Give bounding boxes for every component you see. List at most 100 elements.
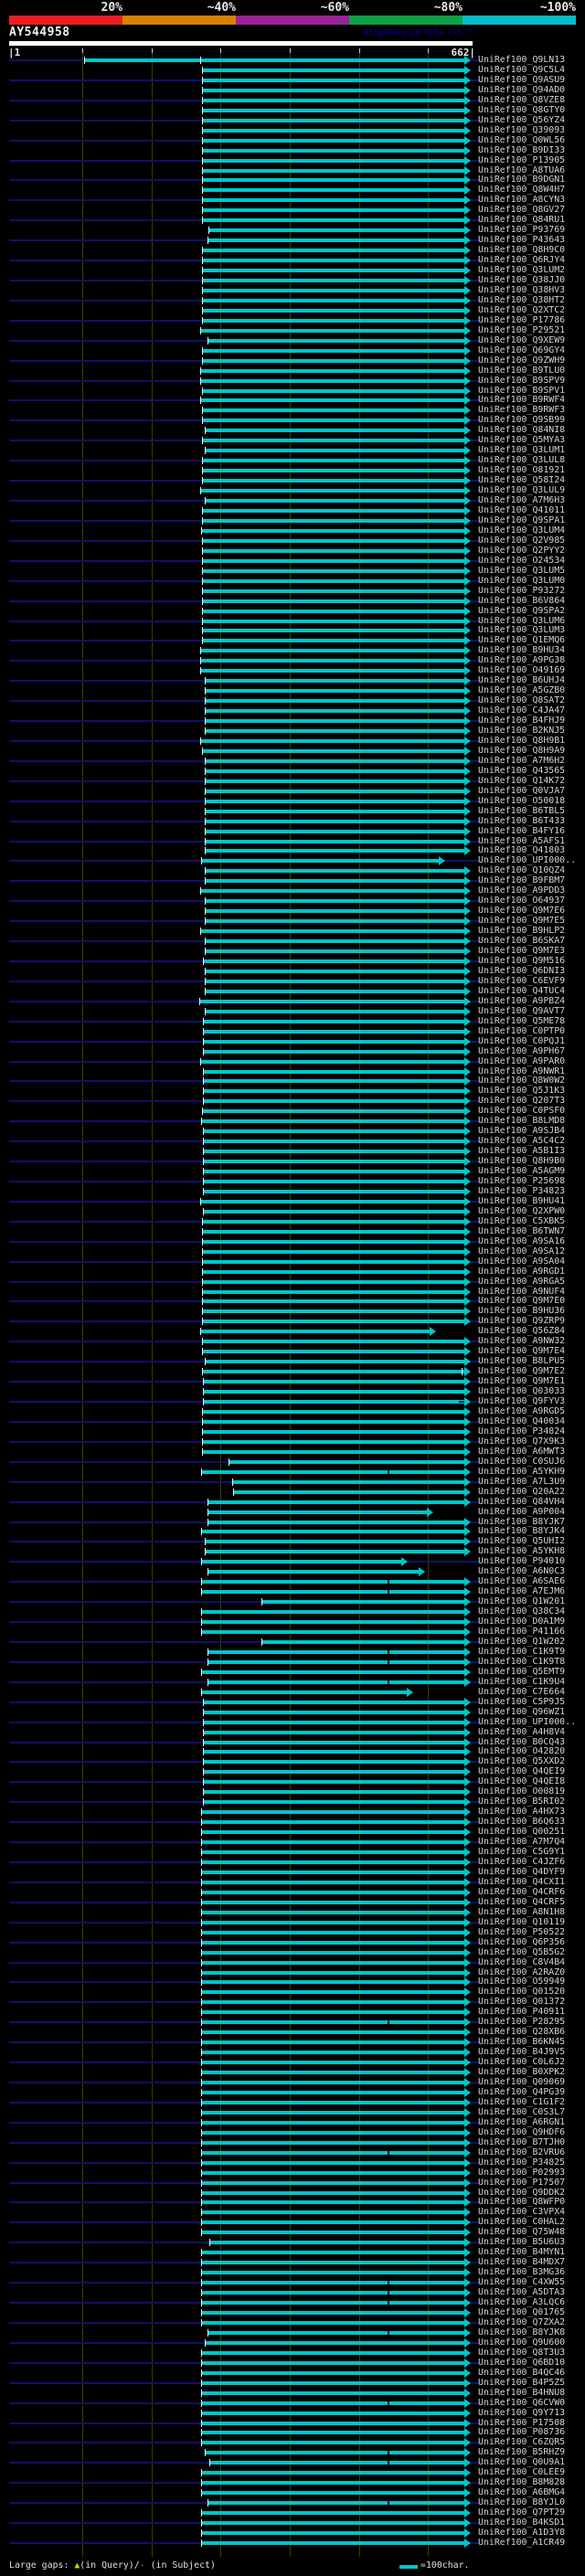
- hit-label[interactable]: UniRef100_B9SPV9: [478, 376, 566, 386]
- hit-label[interactable]: UniRef100_Q28XB6: [478, 2027, 566, 2037]
- hit-label[interactable]: UniRef100_O50018: [478, 796, 566, 806]
- hit-label[interactable]: UniRef100_O24534: [478, 556, 566, 566]
- hit-label[interactable]: UniRef100_Q43565: [478, 766, 566, 776]
- hit-label[interactable]: UniRef100_A6SAE6: [478, 1576, 566, 1586]
- hit-label[interactable]: UniRef100_Q9HDF6: [478, 2127, 566, 2137]
- hit-label[interactable]: UniRef100_O64937: [478, 896, 566, 906]
- hit-label[interactable]: UniRef100_Q8T3U3: [478, 2348, 566, 2358]
- hit-label[interactable]: UniRef100_C0SUJ6: [478, 1457, 566, 1467]
- hit-label[interactable]: UniRef100_Q03033: [478, 1386, 566, 1396]
- hit-label[interactable]: UniRef100_Q9SPA1: [478, 515, 566, 525]
- hit-label[interactable]: UniRef100_P41166: [478, 1627, 566, 1637]
- hit-label[interactable]: UniRef100_B9DI33: [478, 145, 566, 155]
- hit-label[interactable]: UniRef100_C3VPX4: [478, 2207, 566, 2217]
- hit-label[interactable]: UniRef100_Q9C5L4: [478, 65, 566, 75]
- hit-label[interactable]: UniRef100_A9RGA5: [478, 1277, 566, 1287]
- hit-label[interactable]: UniRef100_P17508: [478, 2418, 566, 2428]
- hit-label[interactable]: UniRef100_Q9M7E3: [478, 946, 566, 956]
- hit-label[interactable]: UniRef100_Q5XXD2: [478, 1756, 566, 1766]
- hit-label[interactable]: UniRef100_A9PG38: [478, 655, 566, 665]
- hit-label[interactable]: UniRef100_Q3LUM4: [478, 525, 566, 535]
- hit-label[interactable]: UniRef100_P34823: [478, 1186, 566, 1196]
- hit-label[interactable]: UniRef100_B6TWN7: [478, 1226, 566, 1236]
- hit-label[interactable]: UniRef100_B4MDX7: [478, 2257, 566, 2267]
- hit-label[interactable]: UniRef100_Q4QEI9: [478, 1766, 566, 1776]
- hit-label[interactable]: UniRef100_A9NW32: [478, 1336, 566, 1346]
- hit-label[interactable]: UniRef100_B6Q633: [478, 1817, 566, 1827]
- hit-label[interactable]: UniRef100_Q6CVW0: [478, 2398, 566, 2408]
- hit-label[interactable]: UniRef100_Q9XEW9: [478, 335, 566, 345]
- hit-label[interactable]: UniRef100_C1K9T9: [478, 1647, 566, 1657]
- hit-label[interactable]: UniRef100_C5G9Y1: [478, 1847, 566, 1857]
- hit-label[interactable]: UniRef100_B4J9V5: [478, 2047, 566, 2057]
- hit-label[interactable]: UniRef100_Q8GTY0: [478, 105, 566, 115]
- hit-label[interactable]: UniRef100_Q5J1K3: [478, 1086, 566, 1096]
- hit-label[interactable]: UniRef100_Q09069: [478, 2077, 566, 2087]
- hit-label[interactable]: UniRef100_B4P5Z5: [478, 2378, 566, 2388]
- hit-label[interactable]: UniRef100_Q7X9K3: [478, 1436, 566, 1447]
- hit-label[interactable]: UniRef100_A7EJM6: [478, 1586, 566, 1596]
- hit-label[interactable]: UniRef100_D0A1M9: [478, 1617, 566, 1627]
- hit-label[interactable]: UniRef100_A1CR49: [478, 2538, 566, 2548]
- hit-label[interactable]: UniRef100_B9TLU0: [478, 366, 566, 376]
- hit-label[interactable]: UniRef100_Q10QZ4: [478, 865, 566, 875]
- hit-label[interactable]: UniRef100_A9SA16: [478, 1236, 566, 1246]
- hit-label[interactable]: UniRef100_C4XW55: [478, 2277, 566, 2287]
- hit-label[interactable]: UniRef100_Q4QEI8: [478, 1776, 566, 1786]
- hit-label[interactable]: UniRef100_O42820: [478, 1746, 566, 1756]
- hit-label[interactable]: UniRef100_Q7ZXA2: [478, 2317, 566, 2327]
- hit-label[interactable]: UniRef100_B8LPU5: [478, 1356, 566, 1366]
- hit-label[interactable]: UniRef100_Q84VH4: [478, 1497, 566, 1507]
- hit-label[interactable]: UniRef100_P34825: [478, 2157, 566, 2168]
- hit-label[interactable]: UniRef100_Q4TUC4: [478, 986, 566, 996]
- hit-label[interactable]: UniRef100_P34824: [478, 1426, 566, 1436]
- hit-label[interactable]: UniRef100_A2RAZ0: [478, 1967, 566, 1977]
- hit-label[interactable]: UniRef100_P02993: [478, 2168, 566, 2178]
- hit-label[interactable]: UniRef100_Q6BD10: [478, 2358, 566, 2368]
- hit-label[interactable]: UniRef100_B6T433: [478, 816, 566, 826]
- hit-label[interactable]: UniRef100_B4FHJ9: [478, 716, 566, 726]
- hit-label[interactable]: UniRef100_Q8H9C0: [478, 245, 566, 255]
- hit-label[interactable]: UniRef100_B9HU34: [478, 645, 566, 655]
- hit-label[interactable]: UniRef100_Q4DYF9: [478, 1867, 566, 1877]
- hit-label[interactable]: UniRef100_B9FBM7: [478, 875, 566, 885]
- hit-label[interactable]: UniRef100_B6TBL5: [478, 806, 566, 816]
- hit-label[interactable]: UniRef100_Q9SB99: [478, 415, 566, 425]
- hit-label[interactable]: UniRef100_B6KN45: [478, 2037, 566, 2047]
- hit-label[interactable]: UniRef100_Q94AD0: [478, 85, 566, 95]
- hit-label[interactable]: UniRef100_Q2XTC2: [478, 305, 566, 315]
- hit-label[interactable]: UniRef100_B9HU36: [478, 1306, 566, 1316]
- hit-label[interactable]: UniRef100_B8YJL0: [478, 2497, 566, 2507]
- hit-label[interactable]: UniRef100_A5C4C2: [478, 1136, 566, 1146]
- hit-label[interactable]: UniRef100_C5XBK5: [478, 1216, 566, 1226]
- hit-label[interactable]: UniRef100_Q0U9A1: [478, 2457, 566, 2467]
- hit-label[interactable]: UniRef100_Q3LUL8: [478, 455, 566, 465]
- hit-label[interactable]: UniRef100_Q0WL56: [478, 135, 566, 145]
- hit-label[interactable]: UniRef100_B8YJK4: [478, 1526, 566, 1536]
- hit-label[interactable]: UniRef100_C4JA47: [478, 705, 566, 716]
- hit-label[interactable]: UniRef100_B5RI02: [478, 1797, 566, 1807]
- hit-label[interactable]: UniRef100_Q3LUL9: [478, 485, 566, 495]
- hit-label[interactable]: UniRef100_B6V864: [478, 596, 566, 606]
- hit-label[interactable]: UniRef100_Q9ZRP9: [478, 1316, 566, 1326]
- hit-label[interactable]: UniRef100_Q9FYV3: [478, 1396, 566, 1406]
- hit-label[interactable]: UniRef100_Q8H9B1: [478, 736, 566, 746]
- hit-label[interactable]: UniRef100_P17507: [478, 2178, 566, 2188]
- hit-label[interactable]: UniRef100_A1D3Y8: [478, 2528, 566, 2538]
- hit-label[interactable]: UniRef100_B8M828: [478, 2477, 566, 2487]
- hit-label[interactable]: UniRef100_P43643: [478, 235, 566, 245]
- hit-label[interactable]: UniRef100_Q5UHI2: [478, 1536, 566, 1546]
- hit-label[interactable]: UniRef100_Q2XPW0: [478, 1206, 566, 1216]
- hit-label[interactable]: UniRef100_A4H8V4: [478, 1727, 566, 1737]
- hit-label[interactable]: UniRef100_Q5B5G2: [478, 1947, 566, 1957]
- hit-label[interactable]: UniRef100_Q3LUM2: [478, 265, 566, 275]
- hit-label[interactable]: UniRef100_Q38HV3: [478, 285, 566, 295]
- hit-label[interactable]: UniRef100_A9RGD1: [478, 1267, 566, 1277]
- hit-label[interactable]: UniRef100_A7L3U9: [478, 1477, 566, 1487]
- hit-label[interactable]: UniRef100_Q4PG39: [478, 2087, 566, 2097]
- hit-label[interactable]: UniRef100_Q8W4H7: [478, 185, 566, 195]
- hit-label[interactable]: UniRef100_Q9ASU9: [478, 75, 566, 85]
- hit-label[interactable]: UniRef100_B0CQ43: [478, 1737, 566, 1747]
- hit-label[interactable]: UniRef100_Q9M7E4: [478, 1346, 566, 1356]
- hit-label[interactable]: UniRef100_Q00251: [478, 1827, 566, 1837]
